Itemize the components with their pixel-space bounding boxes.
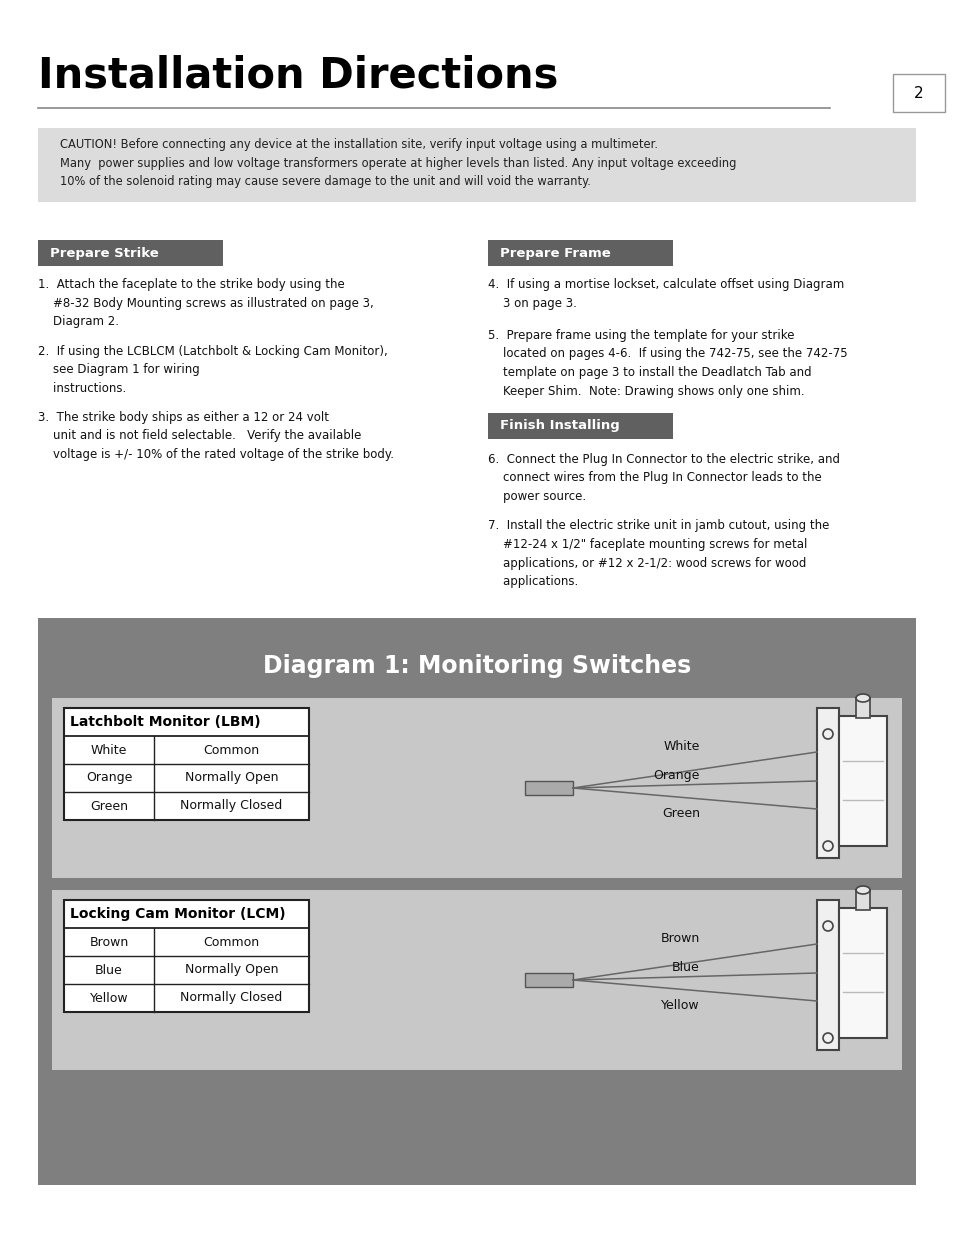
Text: Installation Directions: Installation Directions — [38, 56, 558, 98]
Text: CAUTION! Before connecting any device at the installation site, verify input vol: CAUTION! Before connecting any device at… — [60, 138, 736, 188]
Bar — [38, 128, 915, 203]
Bar — [524, 781, 573, 795]
Bar — [64, 708, 309, 820]
Text: Green: Green — [90, 799, 128, 813]
Text: Normally Closed: Normally Closed — [180, 992, 282, 1004]
Text: Normally Open: Normally Open — [185, 963, 278, 977]
Bar — [855, 890, 869, 910]
Bar — [38, 240, 223, 266]
Bar — [816, 708, 838, 858]
Text: Common: Common — [203, 935, 259, 948]
Bar — [892, 74, 944, 112]
Bar — [816, 900, 838, 1050]
Bar — [52, 698, 901, 878]
Text: Blue: Blue — [672, 961, 700, 974]
Bar — [64, 900, 309, 1011]
Bar — [838, 908, 886, 1037]
Text: Finish Installing: Finish Installing — [499, 420, 619, 432]
Text: Latchbolt Monitor (LBM): Latchbolt Monitor (LBM) — [70, 715, 260, 729]
Text: 6.  Connect the Plug In Connector to the electric strike, and
    connect wires : 6. Connect the Plug In Connector to the … — [488, 453, 840, 503]
Text: Yellow: Yellow — [90, 992, 128, 1004]
Text: 2: 2 — [913, 85, 923, 100]
Text: 3.  The strike body ships as either a 12 or 24 volt
    unit and is not field se: 3. The strike body ships as either a 12 … — [38, 411, 394, 461]
Bar — [524, 973, 573, 987]
Bar — [838, 716, 886, 846]
Bar — [488, 240, 672, 266]
Text: White: White — [91, 743, 127, 757]
Text: Prepare Strike: Prepare Strike — [50, 247, 158, 259]
Bar — [488, 412, 672, 438]
Text: 5.  Prepare frame using the template for your strike
    located on pages 4-6.  : 5. Prepare frame using the template for … — [488, 329, 846, 398]
Bar — [38, 618, 915, 1186]
Ellipse shape — [855, 694, 869, 701]
Text: Orange: Orange — [86, 772, 132, 784]
Text: 4.  If using a mortise lockset, calculate offset using Diagram
    3 on page 3.: 4. If using a mortise lockset, calculate… — [488, 278, 843, 310]
Text: Blue: Blue — [95, 963, 123, 977]
Text: Common: Common — [203, 743, 259, 757]
Text: Orange: Orange — [653, 769, 700, 782]
Text: 7.  Install the electric strike unit in jamb cutout, using the
    #12-24 x 1/2": 7. Install the electric strike unit in j… — [488, 520, 828, 588]
Text: White: White — [663, 740, 700, 753]
Bar — [52, 890, 901, 1070]
Text: Normally Closed: Normally Closed — [180, 799, 282, 813]
Text: Diagram 1: Monitoring Switches: Diagram 1: Monitoring Switches — [263, 655, 690, 678]
Text: 2.  If using the LCBLCM (Latchbolt & Locking Cam Monitor),
    see Diagram 1 for: 2. If using the LCBLCM (Latchbolt & Lock… — [38, 345, 387, 394]
Text: Brown: Brown — [660, 932, 700, 945]
Bar — [855, 698, 869, 718]
Text: Prepare Frame: Prepare Frame — [499, 247, 610, 259]
Text: Normally Open: Normally Open — [185, 772, 278, 784]
Ellipse shape — [855, 885, 869, 894]
Text: 1.  Attach the faceplate to the strike body using the
    #8-32 Body Mounting sc: 1. Attach the faceplate to the strike bo… — [38, 278, 374, 329]
Text: Locking Cam Monitor (LCM): Locking Cam Monitor (LCM) — [70, 906, 285, 921]
Text: Yellow: Yellow — [660, 999, 700, 1011]
Text: Brown: Brown — [90, 935, 129, 948]
Text: Green: Green — [661, 806, 700, 820]
